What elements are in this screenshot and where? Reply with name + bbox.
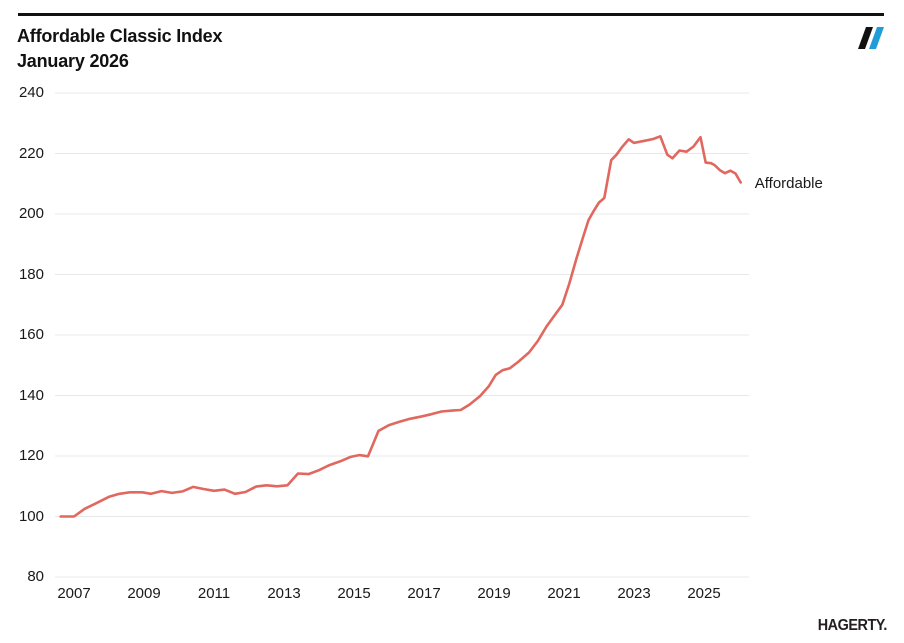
hagerty-wordmark: HAGERTY. — [817, 617, 888, 634]
affordable-series-line — [59, 135, 743, 518]
y-tick-label: 160 — [18, 326, 44, 343]
page-title: Affordable Classic Index January 2026 — [17, 24, 222, 74]
x-tick-label: 2023 — [617, 585, 651, 602]
y-tick-label: 100 — [18, 507, 44, 525]
y-tick-label: 200 — [18, 205, 44, 222]
y-tick-label: 240 — [18, 84, 44, 101]
chart-subtitle-date: January 2026 — [17, 51, 129, 71]
y-tick-label: 80 — [27, 568, 44, 585]
series-label-affordable: Affordable — [754, 174, 823, 192]
y-tick-label: 140 — [18, 386, 44, 404]
x-tick-label: 2015 — [337, 585, 371, 602]
y-tick-label: 180 — [18, 265, 44, 283]
header-rule — [18, 13, 884, 16]
gridlines — [55, 92, 749, 578]
x-tick-label: 2013 — [267, 585, 301, 602]
chart-title: Affordable Classic Index — [17, 26, 223, 46]
x-tick-label: 2009 — [127, 585, 161, 602]
x-tick-label: 2017 — [407, 585, 441, 602]
x-tick-label: 2025 — [687, 585, 721, 602]
x-tick-label: 2021 — [547, 585, 581, 602]
x-tick-label: 2011 — [197, 585, 231, 602]
hagerty-double-slash-icon — [853, 24, 887, 50]
y-tick-label: 120 — [18, 447, 44, 464]
x-tick-label: 2007 — [57, 585, 91, 602]
x-tick-label: 2019 — [477, 585, 511, 602]
y-tick-label: 220 — [18, 144, 44, 162]
